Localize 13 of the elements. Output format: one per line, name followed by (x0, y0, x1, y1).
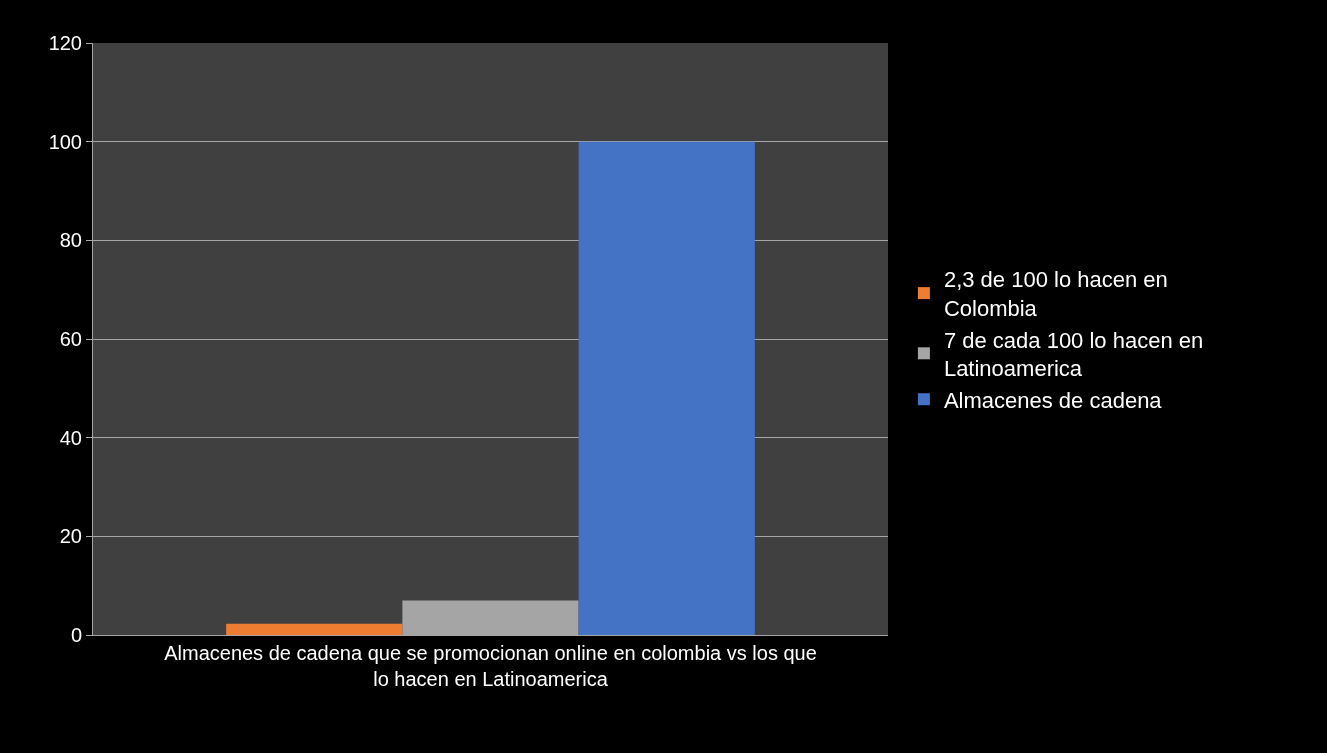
y-tick-label: 60 (59, 328, 82, 350)
x-tick-label: Almacenes de cadena que se promocionan online en colombia vs los que lo hacen en Latinoamerica (164, 642, 817, 690)
legend-label: 2,3 de 100 lo hacen en Colombia (943, 267, 1168, 321)
legend-label: Almacenes de cadena (943, 387, 1163, 413)
bar (578, 141, 755, 635)
y-tick-label: 20 (59, 525, 82, 548)
y-tick-label: 100 (48, 130, 82, 153)
bar (226, 623, 403, 635)
legend-label: 7 de cada 100 lo hacen en Latinoamerica (943, 327, 1204, 382)
y-tick-label: 0 (70, 624, 82, 646)
y-tick-label: 80 (59, 229, 82, 252)
y-tick-label: 120 (48, 32, 82, 54)
y-tick-label: 40 (59, 426, 82, 449)
